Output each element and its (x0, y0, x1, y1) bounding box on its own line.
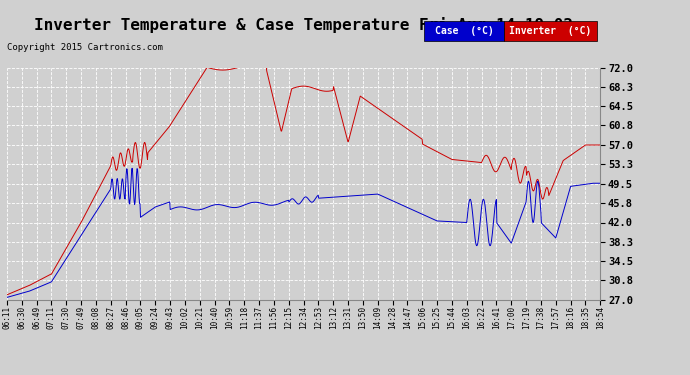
Text: Inverter  (°C): Inverter (°C) (509, 26, 591, 36)
Text: Inverter Temperature & Case Temperature Fri Aug 14 19:02: Inverter Temperature & Case Temperature … (34, 17, 573, 33)
Text: Copyright 2015 Cartronics.com: Copyright 2015 Cartronics.com (7, 43, 163, 52)
Text: Case  (°C): Case (°C) (435, 26, 493, 36)
